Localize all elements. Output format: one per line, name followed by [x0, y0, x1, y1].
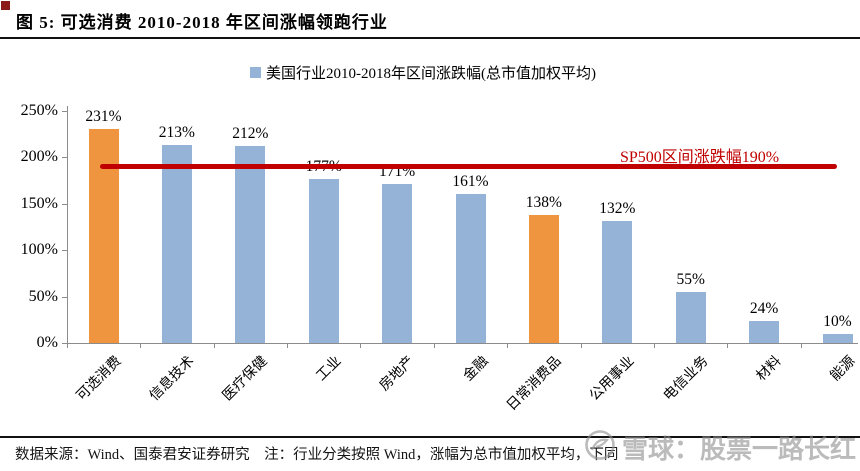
x-axis-tick [507, 344, 509, 348]
x-axis-category-label: 能源 [827, 353, 858, 385]
x-axis-category-label: 医疗保健 [220, 353, 271, 405]
bar-value-label: 55% [676, 270, 705, 288]
x-axis-tick [213, 344, 215, 348]
bar-电信业务 [675, 291, 706, 343]
x-axis-tick [140, 344, 142, 348]
x-axis-category-label: 日常消费品 [504, 353, 565, 414]
x-axis-category-label: 公用事业 [587, 353, 638, 405]
x-axis-category-label: 可选消费 [73, 353, 124, 405]
y-axis-tick-label: 0% [36, 334, 58, 351]
y-axis-tick [62, 157, 67, 159]
x-axis-tick [580, 344, 582, 348]
bar-医疗保健 [235, 146, 266, 343]
y-axis-tick-label: 100% [20, 241, 58, 259]
x-axis-tick [654, 344, 655, 348]
corner-mark [1, 1, 10, 10]
source-note: 数据来源：Wind、国泰君安证券研究 注：行业分类按照 Wind，涨幅为总市值加… [15, 447, 619, 463]
x-axis-category-label: 材料 [754, 353, 785, 385]
y-axis-tick-label: 150% [20, 194, 58, 212]
xueqiu-logo-icon [582, 426, 618, 469]
y-axis-tick-label: 50% [28, 287, 58, 305]
x-axis-category-label: 工业 [313, 353, 345, 385]
bar-value-label: 24% [749, 299, 779, 317]
x-axis-category-label: 金融 [460, 353, 491, 385]
watermark-text: 雪球：股票一路长红 [622, 435, 857, 464]
x-axis-tick [66, 344, 68, 348]
x-axis-tick [287, 344, 288, 348]
x-axis-category-label: 信息技术 [147, 353, 198, 405]
bar-可选消费 [88, 128, 119, 343]
bar-value-label: 212% [232, 125, 269, 143]
sp500-reference-line [100, 164, 837, 170]
y-axis-line [67, 106, 68, 344]
x-axis-line [67, 343, 858, 344]
bar-日常消费品 [528, 214, 559, 343]
bar-金融 [455, 193, 486, 343]
legend-label: 美国行业2010-2018年区间涨跌幅(总市值加权平均) [266, 66, 596, 82]
footer-divider [0, 436, 860, 438]
y-axis-tick-label: 200% [20, 148, 58, 166]
bar-value-label: 132% [599, 199, 636, 217]
y-axis-tick [62, 343, 67, 344]
bar-能源 [822, 333, 853, 343]
x-axis-category-label: 房地产 [377, 353, 418, 395]
bar-工业 [308, 178, 339, 343]
y-axis-tick [62, 203, 67, 205]
y-axis-tick-label: 250% [20, 102, 58, 119]
bar-房地产 [382, 184, 413, 343]
y-axis-tick [62, 296, 67, 298]
x-axis-tick [360, 344, 362, 348]
figure-title: 图 5: 可选消费 2010-2018 年区间涨幅领跑行业 [16, 13, 388, 32]
bar-材料 [749, 320, 780, 343]
x-axis-tick [727, 344, 729, 348]
bar-value-label: 161% [452, 172, 489, 190]
bar-value-label: 231% [85, 107, 122, 125]
legend-swatch-icon [250, 67, 261, 78]
x-axis-category-label: 电信业务 [660, 353, 712, 405]
title-divider [0, 37, 860, 39]
legend: 美国行业2010-2018年区间涨跌幅(总市值加权平均) [250, 62, 596, 83]
bar-信息技术 [161, 145, 192, 343]
watermark: 雪球：股票一路长红 [582, 426, 856, 469]
sp500-reference-label: SP500区间涨跌幅190% [620, 148, 780, 166]
bar-value-label: 213% [158, 124, 195, 142]
y-axis-tick [62, 250, 67, 252]
bar-value-label: 10% [823, 312, 852, 330]
bar-公用事业 [602, 220, 633, 343]
bar-value-label: 138% [525, 193, 562, 211]
x-axis-tick [433, 344, 435, 348]
x-axis-tick [800, 344, 802, 348]
y-axis-tick [62, 111, 67, 112]
